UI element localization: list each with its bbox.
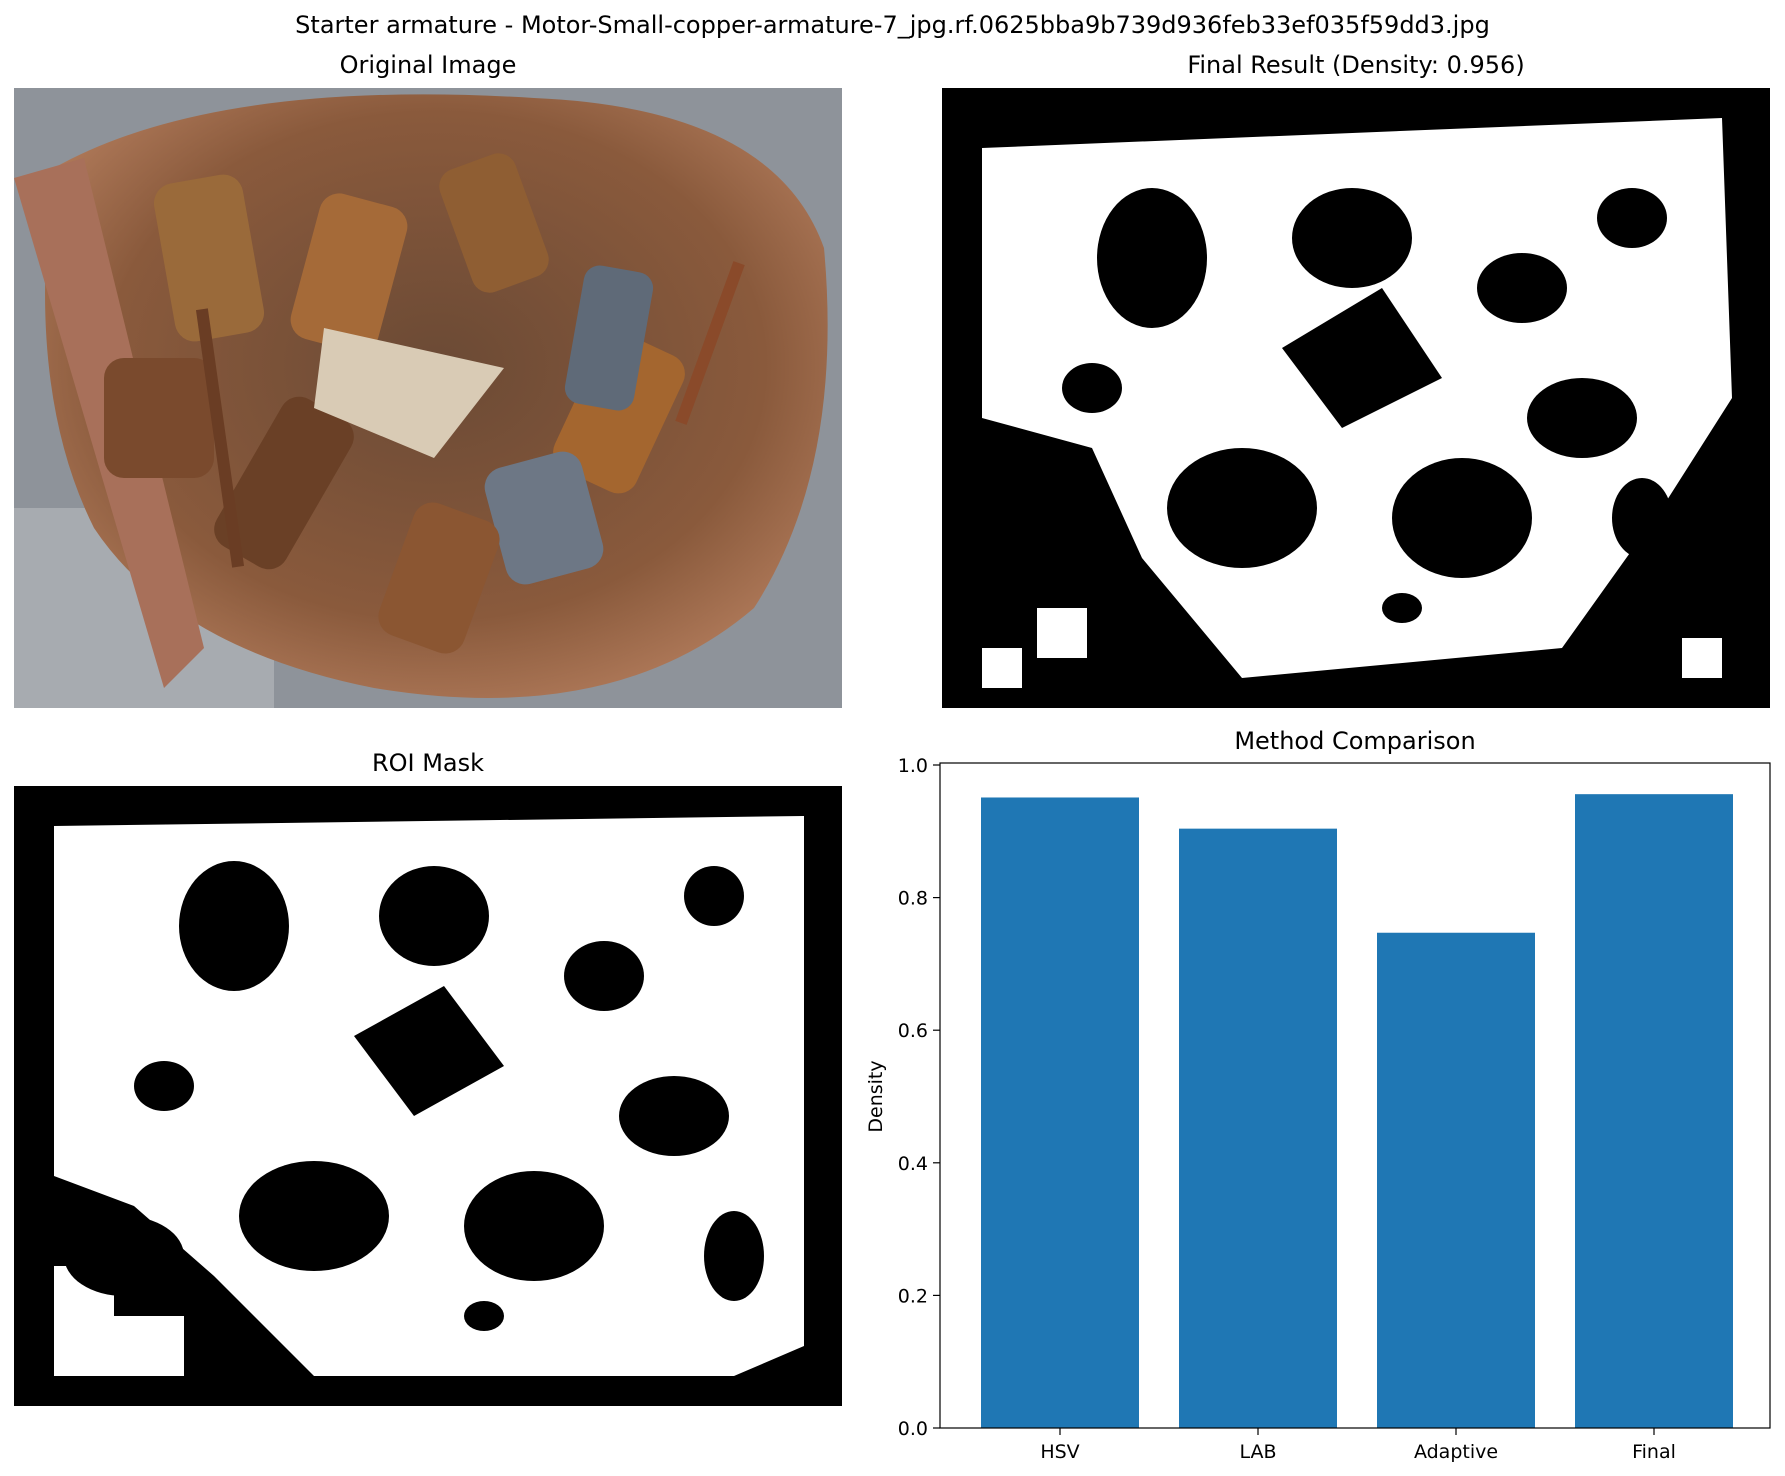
original-image (14, 88, 842, 708)
final-result-mask-image (942, 88, 1770, 708)
y-axis-label: Density (865, 1060, 887, 1132)
y-tick-label: 1.0 (898, 755, 928, 777)
y-axis: 0.0 0.2 0.4 0.6 0.8 1.0 (898, 755, 940, 1440)
chart-title: Method Comparison (1234, 727, 1476, 755)
bar-hsv (981, 797, 1139, 1428)
roi-mask-title: ROI Mask (371, 749, 485, 777)
y-tick-label: 0.4 (898, 1153, 928, 1175)
roi-mask (14, 786, 842, 1406)
original-image-title: Original Image (339, 51, 517, 79)
bars-layer (981, 794, 1733, 1428)
bar-lab (1179, 828, 1337, 1428)
bar-final (1575, 794, 1733, 1428)
roi-mask-image (14, 786, 842, 1406)
x-tick-label-lab: LAB (1239, 1441, 1276, 1463)
x-tick-label-adaptive: Adaptive (1414, 1441, 1498, 1463)
y-tick-label: 0.0 (898, 1418, 928, 1440)
bar-adaptive (1377, 932, 1535, 1428)
x-tick-label-final: Final (1632, 1441, 1676, 1463)
figure-suptitle: Starter armature - Motor-Small-copper-ar… (295, 11, 1490, 39)
final-result-mask (942, 88, 1770, 708)
final-result-title: Final Result (Density: 0.956) (1187, 51, 1525, 79)
y-tick-label: 0.6 (898, 1020, 928, 1042)
y-tick-label: 0.2 (898, 1285, 928, 1307)
plot-frame (939, 762, 1771, 1429)
original-image-photo (14, 88, 842, 708)
x-axis: HSV LAB Adaptive Final (1040, 1428, 1676, 1463)
x-tick-label-hsv: HSV (1040, 1441, 1079, 1463)
y-tick-label: 0.8 (898, 888, 928, 910)
